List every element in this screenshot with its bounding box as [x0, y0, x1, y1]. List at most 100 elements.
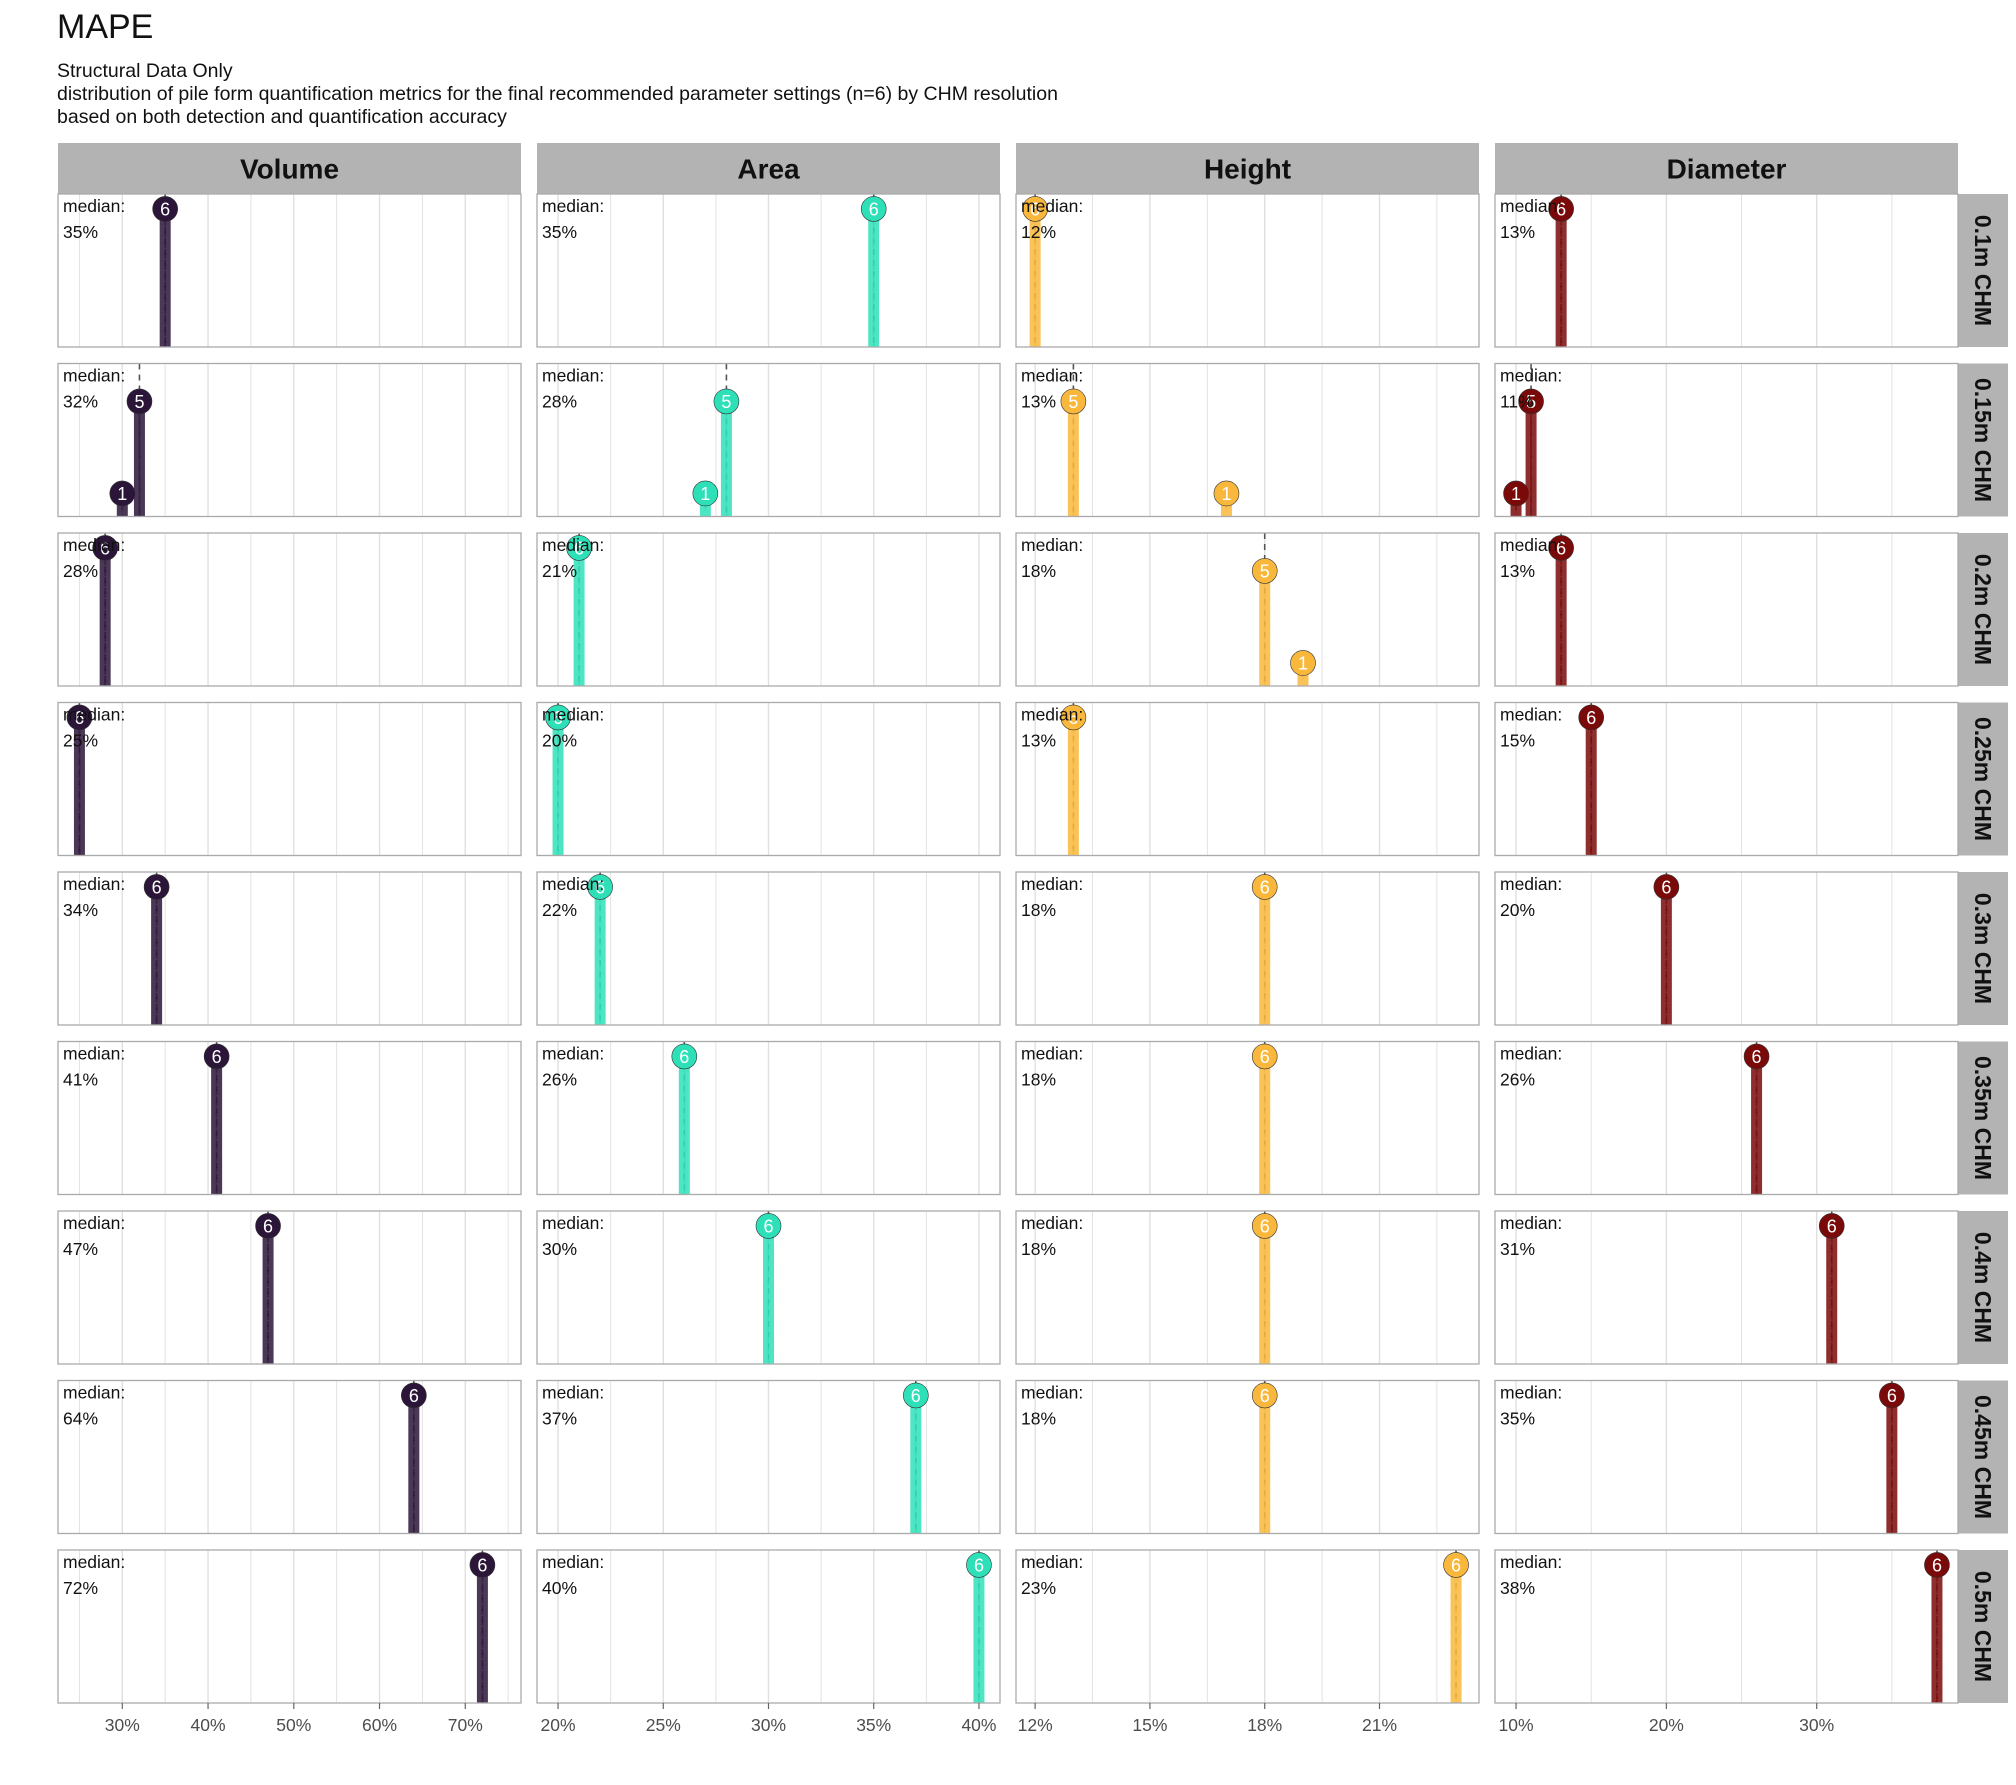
panel-background — [1016, 872, 1479, 1025]
lollipop-point — [66, 704, 93, 731]
median-label: median: — [1021, 705, 1083, 725]
x-tick-label: 25% — [646, 1715, 681, 1735]
panel-border — [57, 871, 522, 1026]
panel-background — [1495, 194, 1958, 347]
point-count-label: 6 — [911, 1386, 921, 1406]
point-count-label: 1 — [1221, 484, 1231, 504]
median-value: 35% — [1500, 1409, 1535, 1429]
point-count-label: 5 — [1068, 392, 1078, 412]
lollipop-point — [203, 1043, 230, 1070]
column-strip-label: Area — [737, 154, 800, 185]
panel-area-0-4m-chm: 6 median: 30% — [536, 1210, 1001, 1365]
panel-background — [1495, 533, 1958, 686]
panel-background — [58, 872, 521, 1025]
panel-border — [1494, 1210, 1959, 1365]
panel-volume-0-5m-chm: 6 median: 72% — [57, 1549, 522, 1704]
row-strip-bg — [1958, 1041, 2008, 1195]
median-label: median: — [63, 196, 125, 216]
chart-subtitle-line-2: distribution of pile form quantification… — [57, 83, 1058, 105]
point-count-label: 6 — [553, 708, 563, 728]
row-strip-0-45m-chm: 0.45m CHM — [1958, 1380, 2008, 1534]
median-label: median: — [1021, 874, 1083, 894]
panel-area-0-35m-chm: 6 median: 26% — [536, 1040, 1001, 1196]
lollipop-point — [1060, 388, 1087, 415]
x-tick-label: 60% — [362, 1715, 397, 1735]
column-strip-area: Area — [537, 143, 1000, 194]
lollipop-point — [152, 196, 178, 222]
median-value: 20% — [542, 731, 577, 751]
lollipop-point — [1251, 874, 1278, 900]
panel-border — [536, 1040, 1001, 1196]
point-count-label: 6 — [1932, 1555, 1942, 1575]
median-label: median: — [1500, 1044, 1562, 1064]
row-strip-0-3m-chm: 0.3m CHM — [1958, 872, 2008, 1025]
lollipop-point — [903, 1382, 929, 1409]
lollipop-point — [1060, 704, 1087, 731]
point-count-label: 6 — [100, 538, 110, 558]
point-count-label: 6 — [1068, 708, 1078, 728]
panel-background — [1495, 363, 1958, 517]
panel-background — [1495, 702, 1958, 856]
panel-diameter-0-4m-chm: 6 median: 31% — [1494, 1210, 1959, 1365]
panel-border — [536, 1379, 1001, 1535]
panel-background — [1016, 1211, 1479, 1364]
lollipop-point — [966, 1552, 992, 1578]
panel-background — [1495, 1041, 1958, 1195]
median-label: median: — [1500, 1213, 1562, 1233]
median-value: 18% — [1021, 1409, 1056, 1429]
lollipop-point — [1743, 1043, 1770, 1070]
row-strip-bg — [1958, 363, 2008, 517]
row-strip-label: 0.45m CHM — [1970, 1395, 1996, 1519]
panel-background — [58, 1550, 521, 1703]
point-count-label: 5 — [721, 392, 731, 412]
x-tick-label: 12% — [1018, 1715, 1053, 1735]
x-tick-label: 20% — [541, 1715, 576, 1735]
lollipop-point — [1548, 196, 1574, 222]
median-value: 35% — [542, 222, 577, 242]
lollipop-point — [1251, 1043, 1278, 1070]
panel-border — [57, 1379, 522, 1535]
point-count-label: 6 — [1030, 199, 1040, 219]
median-value: 37% — [542, 1409, 577, 1429]
median-label: median: — [63, 366, 125, 386]
row-strip-label: 0.25m CHM — [1970, 717, 1996, 841]
point-count-label: 6 — [574, 538, 584, 558]
panel-diameter-0-5m-chm: 6 median: 38% — [1494, 1549, 1959, 1704]
panel-background — [58, 533, 521, 686]
x-tick-label: 30% — [1799, 1715, 1834, 1735]
median-value: 12% — [1021, 222, 1056, 242]
panel-background — [1016, 1550, 1479, 1703]
point-count-label: 6 — [763, 1216, 773, 1236]
row-strip-label: 0.35m CHM — [1970, 1056, 1996, 1180]
point-count-label: 6 — [1260, 1386, 1270, 1406]
panel-border — [1015, 1379, 1480, 1535]
row-strip-bg — [1958, 194, 2008, 347]
median-value: 13% — [1500, 222, 1535, 242]
panel-background — [1016, 194, 1479, 347]
column-strip-bg — [1016, 143, 1479, 194]
median-label: median: — [1021, 1383, 1083, 1403]
row-strip-label: 0.1m CHM — [1970, 215, 1996, 326]
point-count-label: 6 — [263, 1216, 273, 1236]
lollipop-point — [713, 388, 740, 415]
median-label: median: — [1500, 1383, 1562, 1403]
median-label: median: — [542, 1552, 604, 1572]
median-value: 13% — [1500, 561, 1535, 581]
point-count-label: 6 — [152, 877, 162, 897]
median-label: median: — [1500, 366, 1562, 386]
x-tick-label: 10% — [1499, 1715, 1534, 1735]
panel-border — [536, 193, 1001, 348]
median-label: median: — [1500, 535, 1562, 555]
point-count-label: 6 — [1556, 199, 1566, 219]
panel-diameter-0-25m-chm: 6 median: 15% — [1494, 701, 1959, 857]
point-count-label: 6 — [1887, 1386, 1897, 1406]
median-label: median: — [542, 1213, 604, 1233]
x-tick-label: 20% — [1649, 1715, 1684, 1735]
point-count-label: 6 — [595, 877, 605, 897]
lollipop-point — [1548, 535, 1574, 561]
panel-volume-0-1m-chm: 6 median: 35% — [57, 193, 522, 348]
lollipop-point — [469, 1552, 496, 1578]
